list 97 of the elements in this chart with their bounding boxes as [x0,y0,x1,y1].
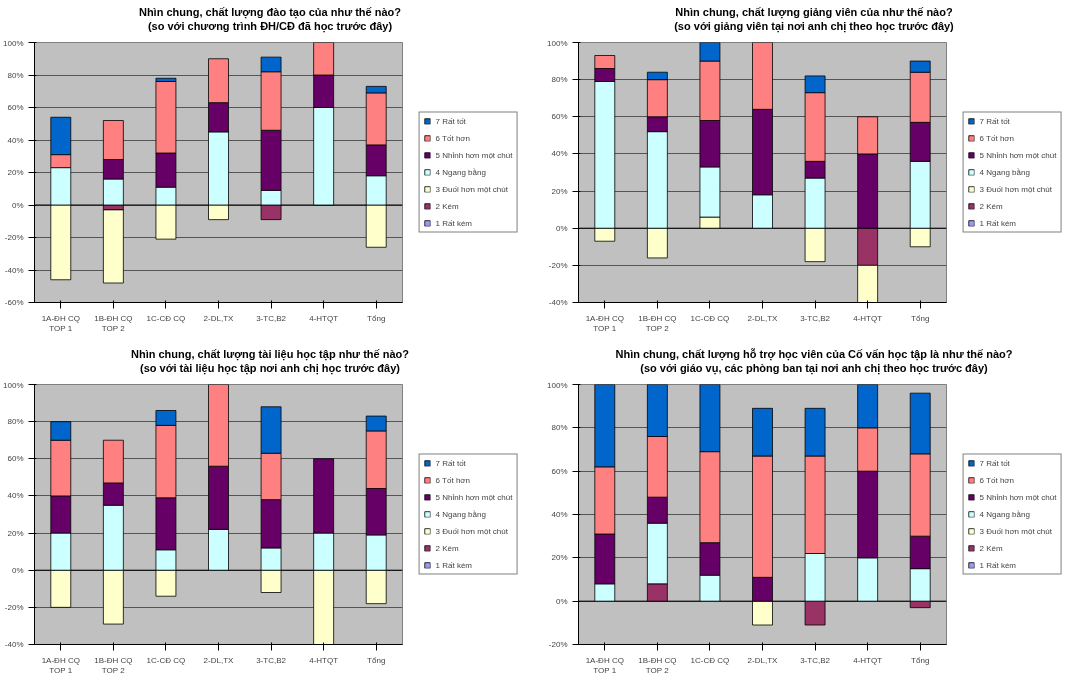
x-tick-label: Tổng [367,313,386,323]
chart-subtitle: (so với giáo vụ, các phòng ban tại nơi anh chị theo học trước đây) [639,361,989,375]
y-tick-label: 0% [11,200,24,210]
chart-title: Nhìn chung, chất lượng tài liệu học tập như thế nào? [131,347,409,361]
y-tick-label: 100% [3,38,24,48]
legend-label: 3 Đuối hơn một chút [979,184,1052,194]
x-tick-label: 2-DL,TX [203,655,235,665]
chart-subtitle: (so với tài liệu học tập nơi anh chị học trước đây) [138,361,401,375]
y-tick-label: 60% [7,103,24,112]
legend-label: 7 Rất tốt [979,458,1010,468]
x-tick-label: 1C-CĐ CQ [146,655,186,665]
x-tick-label: 1B-ĐH CQ TOP 2 [94,655,133,676]
y-tick-label: 60% [7,454,24,464]
legend-label: 6 Tốt hơn [435,475,471,485]
x-tick-label: 1A-ĐH CQ TOP 1 [41,655,80,676]
chart-subtitle: (so với giảng viên tại nơi anh chị theo học trước đây) [674,19,954,33]
y-tick-label: 80% [7,70,24,80]
x-tick-label: 2-DL,TX [747,655,779,665]
y-tick-label: 40% [551,149,568,159]
y-tick-label: 40% [551,510,568,519]
y-tick-label: -20% [548,260,568,270]
legend-label: 2 Kém [435,543,459,553]
y-tick-label: -40% [4,640,24,649]
chart-title: Nhìn chung, chất lượng hỗ trợ học viên của Cố vấn học tập là như thế nào? [615,347,1013,361]
y-tick-label: 20% [7,168,24,177]
y-tick-label: 60% [551,112,568,122]
y-tick-label: 100% [3,380,24,390]
y-tick-label: -40% [4,265,24,275]
y-tick-label: -20% [4,233,24,242]
legend-label: 2 Kém [435,201,459,211]
y-tick-label: 0% [555,596,568,606]
x-tick-label: 2-DL,TX [203,313,235,323]
legend-label: 6 Tốt hơn [979,475,1015,485]
x-tick-label: 1C-CĐ CQ [146,313,186,323]
legend-label: 1 Rất kém [435,560,473,570]
legend-label: 7 Rất tốt [435,458,466,468]
legend-label: 6 Tốt hơn [979,133,1015,143]
y-tick-label: 20% [551,553,568,563]
x-tick-label: Tổng [911,313,930,323]
y-tick-label: 60% [551,466,568,476]
legend-label: 6 Tốt hơn [435,133,471,143]
legend-label: 2 Kém [979,201,1003,211]
legend-label: 3 Đuối hơn một chút [979,526,1052,536]
y-tick-label: 80% [551,423,568,433]
chart-title: Nhìn chung, chất lượng giảng viên của như thế nào? [674,5,954,19]
x-tick-label: 3-TC,B2 [800,313,831,323]
x-tick-label: 1C-CĐ CQ [690,655,730,665]
x-tick-label: 1B-ĐH CQ TOP 2 [638,313,677,334]
x-tick-label: 1B-ĐH CQ TOP 2 [94,313,133,334]
x-tick-label: 4-HTQT [309,655,339,665]
bar [102,209,124,284]
x-tick-label: Tổng [911,655,930,665]
x-tick-label: 1B-ĐH CQ TOP 2 [638,655,677,676]
chart-subtitle: (so với chương trình ĐH/CĐ đã học trước đây) [146,19,394,33]
y-tick-label: 20% [551,186,568,196]
y-tick-label: 0% [11,565,24,575]
legend-label: 4 Ngang bằng [435,509,486,519]
legend-label: 1 Rất kém [979,560,1017,570]
legend-label: 5 Nhỉnh hơn một chút [979,150,1057,160]
y-tick-label: 0% [555,223,568,233]
legend-label: 4 Ngang bằng [435,167,486,177]
legend-label: 3 Đuối hơn một chút [435,526,508,536]
y-tick-label: 80% [7,417,24,427]
x-tick-label: 3-TC,B2 [256,313,287,323]
x-tick-label: 1C-CĐ CQ [690,313,730,323]
x-tick-label: 1A-ĐH CQ TOP 1 [41,313,80,334]
y-tick-label: 80% [551,75,568,85]
x-tick-label: 2-DL,TX [747,313,779,323]
y-tick-label: -20% [548,640,568,649]
legend-label: 7 Rất tốt [979,116,1010,126]
x-tick-label: 4-HTQT [853,655,883,665]
x-tick-label: 1A-ĐH CQ TOP 1 [585,313,624,334]
legend-label: 3 Đuối hơn một chút [435,184,508,194]
x-tick-label: 4-HTQT [853,313,883,323]
y-tick-label: -20% [4,602,24,612]
x-tick-label: 3-TC,B2 [800,655,831,665]
y-tick-label: -40% [548,298,568,307]
y-tick-label: 40% [7,135,24,145]
legend-label: 5 Nhỉnh hơn một chút [435,492,513,502]
legend-label: 1 Rất kém [435,218,473,228]
x-tick-label: 4-HTQT [309,313,339,323]
x-tick-label: 1A-ĐH CQ TOP 1 [585,655,624,676]
legend-label: 4 Ngang bằng [979,509,1030,519]
legend-label: 5 Nhỉnh hơn một chút [435,150,513,160]
y-tick-label: 40% [7,491,24,501]
legend-label: 1 Rất kém [979,218,1017,228]
chart-title: Nhìn chung, chất lượng đào tạo của như thế nào? [138,5,402,19]
y-tick-label: 100% [547,380,568,390]
x-tick-label: 3-TC,B2 [256,655,287,665]
legend-label: 7 Rất tốt [435,116,466,126]
y-tick-label: -60% [4,298,24,307]
legend-label: 5 Nhỉnh hơn một chút [979,492,1057,502]
x-tick-label: Tổng [367,655,386,665]
y-tick-label: 20% [7,528,24,538]
legend-label: 2 Kém [979,543,1003,553]
y-tick-label: 100% [547,38,568,48]
legend-label: 4 Ngang bằng [979,167,1030,177]
